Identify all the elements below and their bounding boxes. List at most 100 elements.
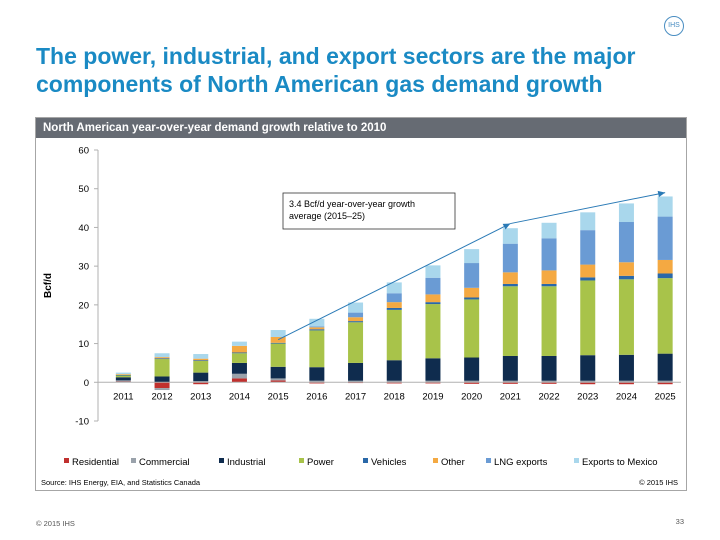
bar-2024-commercial — [618, 380, 634, 383]
bar-2018-commercial — [386, 380, 402, 383]
bar-2022-commercial — [541, 380, 557, 383]
legend-swatch-exports-to-mexico — [574, 458, 579, 463]
bar-2021-lng-exports — [502, 243, 518, 273]
x-tick-label-2011: 2011 — [113, 391, 133, 402]
x-tick-label-2014: 2014 — [229, 391, 250, 402]
bar-2025-exports-to-mexico — [657, 196, 673, 217]
bar-2025-industrial — [657, 353, 673, 381]
bar-2023-exports-to-mexico — [580, 212, 596, 231]
y-tick-label--10: -10 — [75, 417, 89, 428]
x-tick-label-2025: 2025 — [655, 391, 676, 402]
bar-2016-industrial — [309, 367, 325, 381]
bar-2018-power — [386, 309, 402, 361]
growth-arrow-segment-2 — [510, 192, 666, 225]
x-tick-label-2021: 2021 — [500, 391, 521, 402]
bar-2021-power — [502, 286, 518, 356]
y-tick-label-10: 10 — [78, 339, 89, 350]
bar-2019-industrial — [425, 358, 441, 381]
bar-2021-exports-to-mexico — [502, 228, 518, 244]
bar-2020-other — [464, 287, 480, 298]
bar-2012-industrial — [154, 376, 170, 383]
bar-2013-industrial — [193, 372, 209, 382]
bar-2023-lng-exports — [580, 230, 596, 265]
legend-label-commercial: Commercial — [139, 457, 190, 468]
x-tick-label-2013: 2013 — [190, 391, 211, 402]
chart-panel-header: North American year-over-year demand gro… — [36, 118, 686, 138]
bar-2023-power — [580, 280, 596, 356]
annotation-text-line-1: 3.4 Bcf/d year-over-year growth — [289, 199, 415, 209]
x-tick-label-2016: 2016 — [306, 391, 327, 402]
bar-2017-lng-exports — [348, 312, 364, 318]
slide-title: The power, industrial, and export sector… — [36, 42, 696, 98]
bar-2016-exports-to-mexico — [309, 318, 325, 327]
bar-2019-power — [425, 304, 441, 359]
bar-2022-lng-exports — [541, 238, 557, 271]
legend-label-lng-exports: LNG exports — [494, 457, 548, 468]
bar-2016-commercial — [309, 380, 325, 383]
annotation-text-line-2: average (2015–25) — [289, 211, 365, 221]
bar-2015-exports-to-mexico — [270, 330, 286, 337]
bar-2016-vehicles — [309, 329, 325, 331]
bar-2022-exports-to-mexico — [541, 222, 557, 239]
bar-2020-industrial — [464, 357, 480, 381]
x-tick-label-2018: 2018 — [384, 391, 405, 402]
bar-2021-industrial — [502, 355, 518, 381]
bar-2020-exports-to-mexico — [464, 249, 480, 264]
bar-2022-residential — [541, 382, 557, 384]
bar-2024-industrial — [618, 354, 634, 381]
bar-2023-vehicles — [580, 277, 596, 281]
bar-2011-commercial — [115, 380, 131, 382]
bar-2012-power — [154, 359, 170, 377]
bar-2025-lng-exports — [657, 216, 673, 260]
bar-2024-other — [618, 262, 634, 276]
bar-2022-vehicles — [541, 283, 557, 287]
bar-2016-power — [309, 330, 325, 368]
legend-swatch-commercial — [131, 458, 136, 463]
legend-swatch-power — [299, 458, 304, 463]
bar-2021-other — [502, 272, 518, 284]
bar-2024-vehicles — [618, 275, 634, 280]
bar-2024-lng-exports — [618, 222, 634, 263]
bar-2017-exports-to-mexico — [348, 302, 364, 313]
bar-2014-power — [231, 353, 247, 363]
bar-2019-residential — [425, 382, 441, 384]
stacked-bar-chart: -10 0 10 20 30 40 50 60 Bcf/d 2011 2012 2013 2014 201… — [43, 146, 681, 468]
bar-2025-vehicles — [657, 273, 673, 279]
bar-2020-vehicles — [464, 297, 480, 300]
bar-2015-vehicles — [270, 342, 286, 344]
x-tick-label-2017: 2017 — [345, 391, 366, 402]
bar-2016-lng-exports — [309, 326, 325, 328]
bar-2025-commercial — [657, 380, 673, 383]
bar-2019-commercial — [425, 380, 441, 383]
legend-label-power: Power — [307, 457, 334, 468]
y-tick-label-0: 0 — [84, 378, 89, 389]
footer-copyright: © 2015 IHS — [36, 519, 75, 528]
source-note: Source: IHS Energy, EIA, and Statistics … — [41, 478, 201, 487]
x-tick-label-2022: 2022 — [538, 391, 559, 402]
bar-2018-lng-exports — [386, 293, 402, 303]
slide-title-line-1: The power, industrial, and export sector… — [36, 43, 636, 69]
bar-2012-exports-to-mexico — [154, 353, 170, 358]
bar-2017-vehicles — [348, 321, 364, 323]
bar-2011-other — [115, 374, 131, 375]
bar-2011-vehicles — [115, 374, 131, 376]
bar-2022-industrial — [541, 355, 557, 381]
legend-label-industrial: Industrial — [227, 457, 266, 468]
bar-2015-industrial — [270, 366, 286, 379]
bar-2023-industrial — [580, 355, 596, 381]
chart-copyright: © 2015 IHS — [639, 478, 678, 487]
bar-2024-residential — [618, 382, 634, 385]
y-tick-label-60: 60 — [78, 146, 89, 157]
y-tick-label-50: 50 — [78, 184, 89, 195]
y-tick-label-20: 20 — [78, 300, 89, 311]
bar-2018-vehicles — [386, 307, 402, 310]
bar-2017-industrial — [348, 362, 364, 381]
y-tick-label-40: 40 — [78, 223, 89, 234]
y-tick-label-30: 30 — [78, 262, 89, 273]
bar-2017-other — [348, 317, 364, 322]
bar-2022-power — [541, 286, 557, 356]
bar-2018-exports-to-mexico — [386, 282, 402, 294]
bar-2021-commercial — [502, 380, 518, 383]
bar-2019-other — [425, 294, 441, 303]
bar-2013-exports-to-mexico — [193, 354, 209, 359]
